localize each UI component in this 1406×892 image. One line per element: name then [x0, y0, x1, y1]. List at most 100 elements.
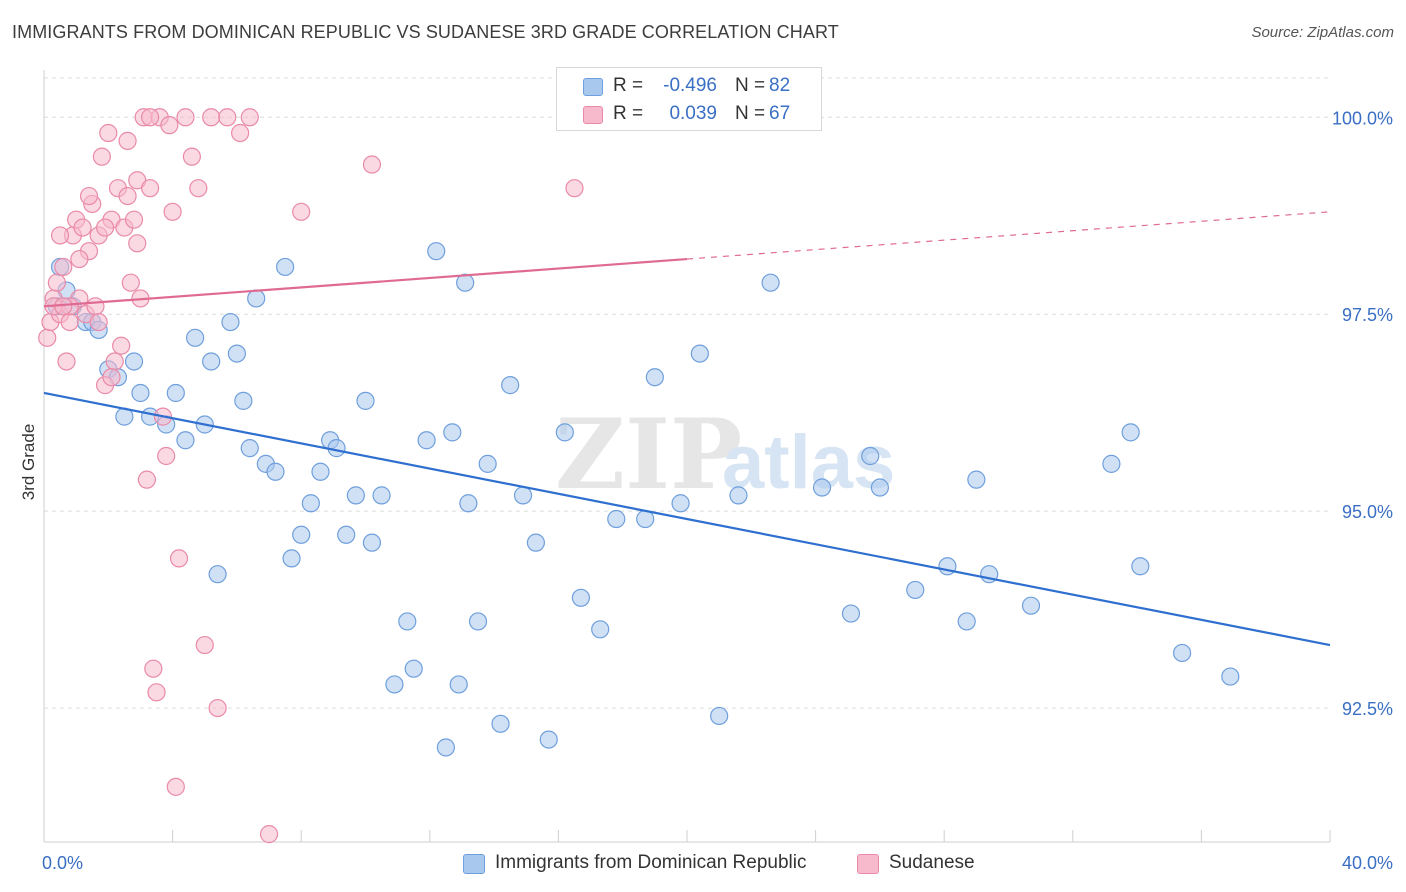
point-sudanese — [92, 147, 111, 166]
point-sudanese — [140, 108, 160, 127]
point-dominican — [131, 383, 150, 403]
point-sudanese — [105, 352, 124, 371]
point-sudanese — [163, 202, 182, 221]
point-sudanese — [60, 312, 79, 332]
point-dominican — [436, 738, 455, 757]
r-label: R = — [613, 103, 644, 124]
point-sudanese — [195, 635, 214, 655]
point-sudanese — [362, 155, 382, 174]
point-sudanese — [57, 352, 76, 371]
legend-label: Immigrants from Dominican Republic — [495, 852, 807, 873]
point-sudanese — [169, 549, 189, 568]
point-dominican — [417, 431, 436, 450]
point-dominican — [761, 273, 780, 292]
point-sudanese — [157, 446, 176, 466]
r-value: -0.496 — [663, 75, 717, 96]
point-dominican — [240, 439, 259, 458]
n-value: 82 — [769, 75, 791, 96]
legend-swatch-blue — [463, 854, 485, 874]
point-dominican — [906, 580, 925, 600]
point-sudanese — [124, 210, 144, 229]
point-dominican — [186, 328, 205, 347]
point-dominican — [967, 470, 986, 489]
point-dominican — [861, 446, 880, 466]
point-dominican — [234, 391, 253, 410]
gridlines — [44, 77, 1330, 709]
point-dominican — [1121, 423, 1140, 442]
point-sudanese — [292, 202, 311, 221]
stats-row-sudanese: R = 0.039 N = 67 — [557, 100, 821, 128]
point-dominican — [282, 549, 301, 568]
point-dominican — [337, 525, 356, 544]
point-dominican — [372, 486, 391, 505]
x-tick-labels: 0.0% 40.0% — [42, 853, 1393, 873]
point-sudanese — [112, 336, 131, 355]
point-dominican — [555, 423, 574, 442]
point-sudanese — [176, 108, 195, 127]
stats-legend: R = -0.496 N = 82 R = 0.039 N = 67 — [556, 67, 822, 131]
r-label: R = — [613, 75, 644, 96]
point-dominican — [301, 494, 320, 513]
point-sudanese — [70, 249, 89, 269]
point-dominican — [841, 604, 861, 623]
point-sudanese — [118, 131, 137, 150]
point-dominican — [362, 533, 382, 552]
point-dominican — [501, 376, 520, 395]
point-dominican — [385, 675, 404, 694]
point-sudanese — [240, 108, 259, 127]
point-dominican — [202, 352, 221, 371]
y-tick-label: 100.0% — [1332, 108, 1393, 128]
point-dominican — [166, 383, 185, 403]
y-tick-label: 95.0% — [1342, 502, 1393, 522]
y-tick-label: 97.5% — [1342, 305, 1393, 325]
point-sudanese — [95, 218, 115, 237]
point-dominican — [459, 494, 478, 513]
point-sudanese — [102, 368, 121, 387]
point-sudanese — [79, 186, 99, 206]
n-label: N = — [735, 75, 766, 96]
point-sudanese — [50, 226, 70, 245]
x-tick-label: 40.0% — [1342, 853, 1393, 873]
point-dominican — [247, 289, 266, 308]
point-dominican — [221, 312, 240, 332]
point-sudanese — [259, 825, 279, 844]
point-dominican — [468, 612, 488, 631]
trend-line-sudanese — [43, 257, 688, 308]
axes — [43, 70, 1331, 843]
trend-line-dominican — [43, 391, 1331, 647]
n-label: N = — [735, 103, 766, 124]
point-sudanese — [73, 218, 92, 237]
source-credit: Source: ZipAtlas.com — [1251, 24, 1394, 41]
point-dominican — [427, 242, 446, 261]
point-dominican — [176, 431, 195, 450]
point-sudanese — [189, 179, 208, 198]
point-sudanese — [54, 257, 73, 277]
legend-swatch-blue — [583, 78, 603, 96]
point-dominican — [398, 612, 417, 631]
point-sudanese — [218, 108, 237, 127]
stats-row-dominican: R = -0.496 N = 82 — [557, 72, 821, 100]
legend-label: Sudanese — [889, 852, 975, 873]
point-dominican — [645, 368, 664, 387]
point-dominican — [292, 525, 311, 544]
legend-swatch-pink — [583, 106, 603, 124]
point-dominican — [513, 486, 533, 505]
point-sudanese — [128, 234, 147, 253]
point-dominican — [1173, 643, 1192, 663]
point-sudanese — [38, 328, 57, 347]
point-dominican — [671, 494, 690, 513]
point-dominican — [1102, 454, 1121, 473]
point-sudanese — [99, 123, 118, 143]
point-dominican — [276, 257, 295, 277]
point-dominican — [1021, 596, 1041, 615]
point-dominican — [404, 659, 423, 678]
point-dominican — [208, 565, 227, 584]
point-sudanese — [182, 147, 201, 166]
point-sudanese — [565, 179, 584, 198]
point-dominican — [1131, 557, 1150, 576]
point-sudanese — [121, 273, 140, 292]
point-sudanese — [144, 659, 163, 678]
point-dominican — [443, 423, 462, 442]
point-sudanese — [137, 470, 156, 489]
